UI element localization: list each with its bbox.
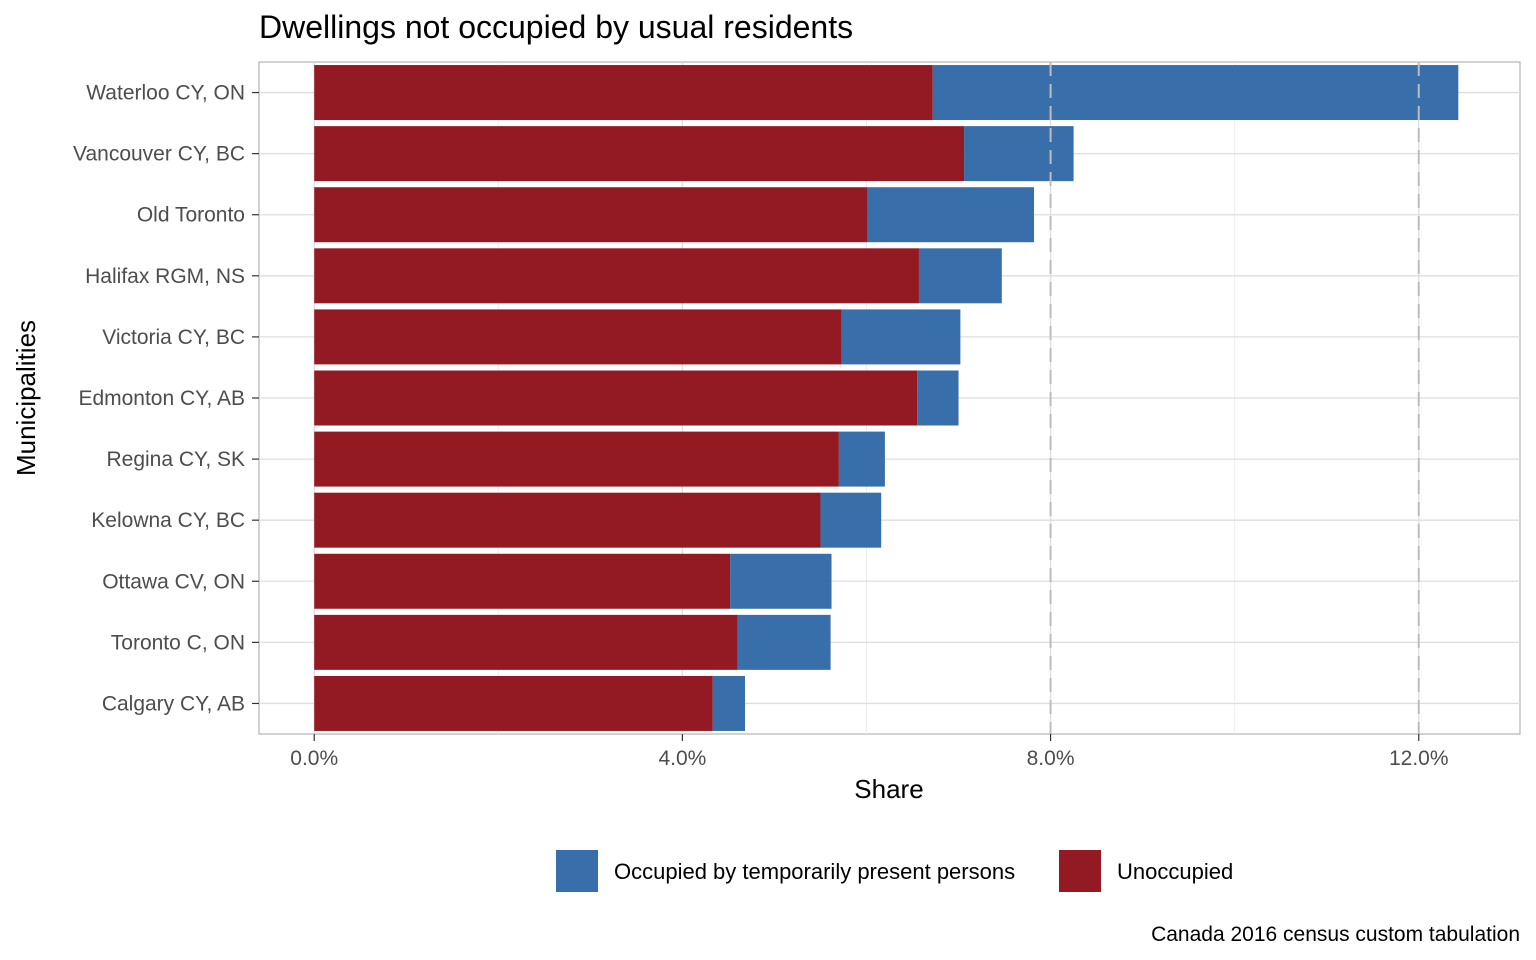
x-tick-label: 0.0% (290, 747, 338, 770)
legend-swatch-unoccupied (1059, 850, 1101, 892)
bar-segment-temporarily-present (918, 248, 1002, 304)
category-label: Toronto C, ON (111, 631, 245, 654)
legend-swatch-temporarily-present (556, 850, 598, 892)
bar-segment-temporarily-present (932, 65, 1459, 121)
x-tick-label: 12.0% (1389, 747, 1449, 770)
bar-segment-unoccupied (314, 553, 731, 609)
category-label: Edmonton CY, AB (78, 387, 245, 410)
category-label: Waterloo CY, ON (86, 82, 245, 105)
x-tick-label: 8.0% (1027, 747, 1075, 770)
bar-segment-temporarily-present (841, 309, 961, 365)
bars-layer (314, 65, 1459, 731)
category-label: Halifax RGM, NS (85, 265, 245, 288)
bar-segment-temporarily-present (964, 126, 1074, 182)
category-label: Old Toronto (137, 204, 245, 227)
bar-segment-unoccupied (314, 248, 919, 304)
x-tick-label: 4.0% (658, 747, 706, 770)
category-label: Vancouver CY, BC (73, 143, 245, 166)
bar-segment-unoccupied (314, 309, 842, 365)
legend-label-unoccupied: Unoccupied (1117, 859, 1233, 884)
category-label: Regina CY, SK (106, 448, 245, 471)
bar-segment-temporarily-present (737, 614, 831, 670)
chart-title: Dwellings not occupied by usual resident… (259, 9, 853, 45)
bar-segment-unoccupied (314, 675, 713, 731)
bar-segment-unoccupied (314, 187, 868, 243)
bar-segment-temporarily-present (867, 187, 1035, 243)
category-labels: Waterloo CY, ON Vancouver CY, BC Old Toron… (73, 82, 259, 715)
y-axis-title: Municipalities (11, 320, 41, 476)
bar-segment-unoccupied (314, 431, 839, 487)
legend: Occupied by temporarily present persons … (556, 850, 1233, 892)
bar-segment-temporarily-present (730, 553, 832, 609)
bar-segment-temporarily-present (838, 431, 885, 487)
category-label: Calgary CY, AB (102, 692, 245, 715)
x-axis-title: Share (854, 774, 923, 804)
bar-segment-unoccupied (314, 614, 738, 670)
x-axis-ticks: 0.0% 4.0% 8.0% 12.0% (290, 734, 1449, 770)
bar-segment-temporarily-present (712, 675, 745, 731)
bar-segment-unoccupied (314, 370, 918, 426)
category-label: Victoria CY, BC (102, 326, 245, 349)
bar-segment-unoccupied (314, 65, 933, 121)
chart-caption: Canada 2016 census custom tabulation (1151, 923, 1520, 946)
reference-lines-layer (1049, 62, 1420, 734)
category-label: Ottawa CV, ON (102, 570, 245, 593)
legend-label-temporarily-present: Occupied by temporarily present persons (614, 859, 1015, 884)
bar-segment-unoccupied (314, 126, 965, 182)
bar-segment-temporarily-present (820, 492, 882, 548)
bar-segment-temporarily-present (917, 370, 959, 426)
bar-segment-unoccupied (314, 492, 821, 548)
category-label: Kelowna CY, BC (91, 509, 245, 532)
